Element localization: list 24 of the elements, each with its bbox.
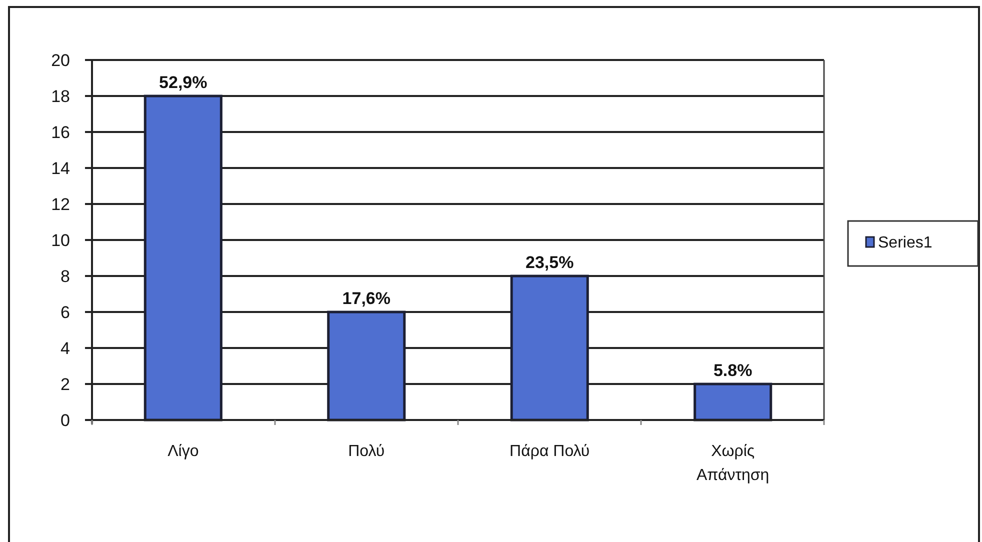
annotation: 23,5% (526, 253, 574, 272)
annotation: 52,9% (159, 73, 208, 92)
y-tick-label: 20 (51, 50, 70, 70)
y-tick-label: 0 (60, 410, 70, 430)
y-tick-label: 4 (60, 338, 70, 358)
annotation: 5.8% (713, 361, 752, 380)
x-tick-label: Λίγο (168, 443, 199, 460)
y-tick-label: 12 (51, 194, 70, 214)
y-tick-label: 14 (51, 158, 70, 178)
bar (510, 274, 589, 422)
y-tick-label: 16 (51, 122, 70, 142)
x-tick-label: Χωρίς Απάντηση (696, 443, 770, 484)
annotation: 17,6% (342, 289, 390, 308)
legend-label: Series1 (878, 234, 932, 252)
x-tick-label: Πολύ (348, 443, 385, 460)
bar (694, 382, 772, 422)
y-tick-label: 18 (51, 86, 70, 106)
y-tick-label: 8 (60, 266, 70, 286)
y-tick-label: 10 (51, 230, 70, 250)
x-tick-label: Πάρα Πολύ (510, 443, 590, 460)
y-tick-label: 6 (60, 302, 70, 322)
bar (144, 94, 222, 422)
bar (327, 310, 406, 422)
y-tick-label: 2 (60, 374, 70, 394)
